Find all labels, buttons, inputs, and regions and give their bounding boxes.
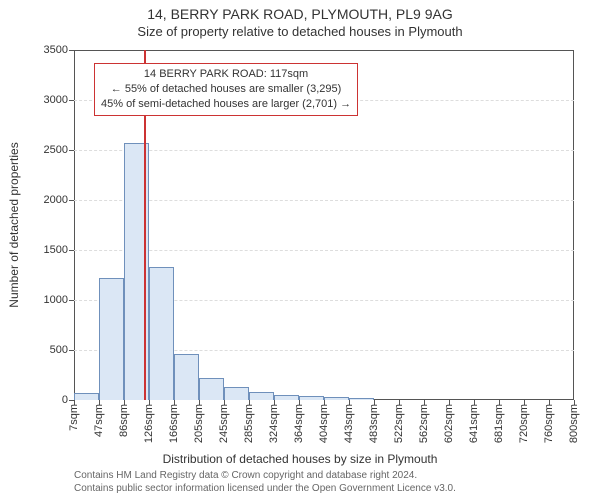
chart-title-address: 14, BERRY PARK ROAD, PLYMOUTH, PL9 9AG bbox=[0, 6, 600, 22]
y-tick-label: 500 bbox=[50, 344, 68, 356]
x-tick-label: 245sqm bbox=[218, 404, 230, 443]
y-tick-label: 3000 bbox=[44, 94, 68, 106]
y-tick-label: 2500 bbox=[44, 144, 68, 156]
info-line-larger: 45% of semi-detached houses are larger (… bbox=[101, 97, 351, 112]
histogram-bar bbox=[299, 396, 324, 400]
histogram-bar bbox=[249, 392, 274, 400]
x-tick-label: 602sqm bbox=[443, 404, 455, 443]
info-line-smaller: ← 55% of detached houses are smaller (3,… bbox=[101, 82, 351, 97]
y-tick-label: 1500 bbox=[44, 244, 68, 256]
x-tick-label: 562sqm bbox=[418, 404, 430, 443]
histogram-bar bbox=[324, 397, 349, 400]
y-tick-mark bbox=[69, 150, 74, 151]
x-tick-label: 7sqm bbox=[68, 404, 80, 431]
histogram-bar bbox=[199, 378, 224, 400]
x-tick-label: 126sqm bbox=[143, 404, 155, 443]
histogram-bar bbox=[224, 387, 249, 400]
y-tick-mark bbox=[69, 250, 74, 251]
y-tick-label: 2000 bbox=[44, 194, 68, 206]
x-tick-label: 681sqm bbox=[493, 404, 505, 443]
x-tick-label: 443sqm bbox=[343, 404, 355, 443]
x-tick-label: 404sqm bbox=[318, 404, 330, 443]
y-tick-mark bbox=[69, 350, 74, 351]
x-tick-label: 166sqm bbox=[168, 404, 180, 443]
x-tick-label: 364sqm bbox=[293, 404, 305, 443]
x-tick-label: 86sqm bbox=[118, 404, 130, 437]
x-tick-label: 760sqm bbox=[543, 404, 555, 443]
footer-licence: Contains public sector information licen… bbox=[74, 483, 456, 494]
x-tick-label: 641sqm bbox=[468, 404, 480, 443]
grid-line bbox=[74, 250, 574, 251]
property-info-box: 14 BERRY PARK ROAD: 117sqm ← 55% of deta… bbox=[94, 63, 358, 116]
x-tick-label: 720sqm bbox=[518, 404, 530, 443]
histogram-bar bbox=[349, 398, 374, 400]
y-tick-label: 3500 bbox=[44, 44, 68, 56]
x-axis-label: Distribution of detached houses by size … bbox=[0, 452, 600, 466]
histogram-bar bbox=[74, 393, 99, 400]
y-tick-mark bbox=[69, 300, 74, 301]
x-tick-label: 324sqm bbox=[268, 404, 280, 443]
chart-subtitle: Size of property relative to detached ho… bbox=[0, 24, 600, 39]
x-tick-label: 285sqm bbox=[243, 404, 255, 443]
y-tick-mark bbox=[69, 200, 74, 201]
info-line-property: 14 BERRY PARK ROAD: 117sqm bbox=[101, 67, 351, 82]
y-tick-mark bbox=[69, 100, 74, 101]
histogram-bar bbox=[99, 278, 124, 400]
grid-line bbox=[74, 150, 574, 151]
x-tick-label: 483sqm bbox=[368, 404, 380, 443]
x-tick-label: 205sqm bbox=[193, 404, 205, 443]
y-axis-label: Number of detached properties bbox=[7, 142, 21, 307]
x-tick-label: 800sqm bbox=[568, 404, 580, 443]
y-tick-mark bbox=[69, 50, 74, 51]
grid-line bbox=[74, 200, 574, 201]
x-tick-label: 47sqm bbox=[93, 404, 105, 437]
footer-copyright: Contains HM Land Registry data © Crown c… bbox=[74, 470, 417, 481]
histogram-bar bbox=[174, 354, 199, 400]
x-tick-label: 522sqm bbox=[393, 404, 405, 443]
histogram-bar bbox=[274, 395, 299, 400]
y-tick-label: 1000 bbox=[44, 294, 68, 306]
histogram-bar bbox=[149, 267, 174, 400]
